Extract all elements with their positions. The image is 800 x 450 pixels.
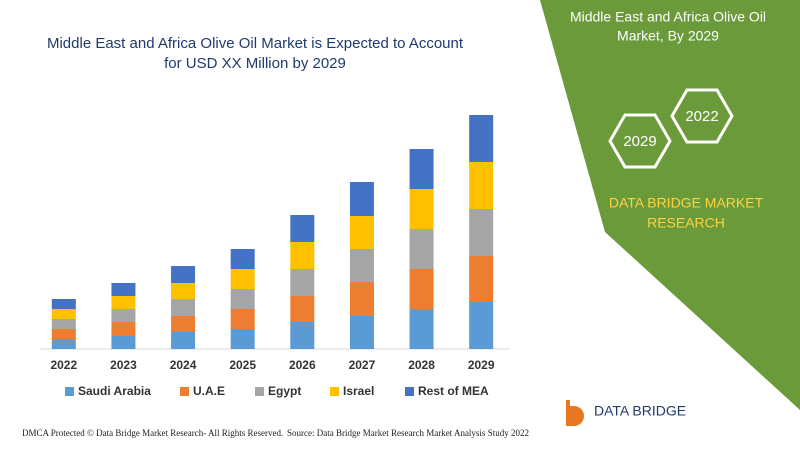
footer: DMCA Protected © Data Bridge Market Rese… xyxy=(22,428,283,438)
bar-segment xyxy=(409,189,434,229)
bar-segment xyxy=(51,299,76,309)
bar-segment xyxy=(349,282,374,316)
bar-segment xyxy=(51,309,76,319)
legend-label: U.A.E xyxy=(193,384,225,398)
bar-segment xyxy=(111,336,136,349)
bar-segment xyxy=(230,289,255,309)
chart-title: for USD XX Million by 2029 xyxy=(164,55,346,72)
bar-segment xyxy=(51,339,76,349)
bar-segment xyxy=(230,249,255,269)
hex-label: 2022 xyxy=(685,108,718,125)
bar-segment xyxy=(349,316,374,349)
x-tick-label: 2027 xyxy=(349,358,376,372)
bar-segment xyxy=(51,319,76,329)
x-tick-label: 2028 xyxy=(408,358,435,372)
bar-segment xyxy=(469,302,494,349)
x-tick-label: 2026 xyxy=(289,358,316,372)
legend-swatch xyxy=(405,387,414,396)
bar-segment xyxy=(290,269,315,296)
legend-swatch xyxy=(255,387,264,396)
bar-segment xyxy=(230,269,255,289)
x-tick-label: 2025 xyxy=(229,358,256,372)
bar-segment xyxy=(230,309,255,329)
bar-segment xyxy=(409,269,434,309)
bar-segment xyxy=(469,115,494,162)
brand: RESEARCH xyxy=(647,215,725,231)
x-tick-label: 2024 xyxy=(170,358,197,372)
bar-segment xyxy=(469,256,494,302)
logo-icon xyxy=(566,400,584,426)
bar-segment xyxy=(111,283,136,296)
bar-segment xyxy=(290,242,315,269)
chart-title: Middle East and Africa Olive Oil Market … xyxy=(47,35,464,52)
bar-segment xyxy=(290,296,315,322)
legend-label: Egypt xyxy=(268,384,301,398)
logo-text: DATA BRIDGE xyxy=(594,403,686,419)
bar-segment xyxy=(349,249,374,282)
x-tick-label: 2023 xyxy=(110,358,137,372)
brand: DATA BRIDGE MARKET xyxy=(609,195,764,211)
bar-segment xyxy=(469,209,494,256)
hex-label: 2029 xyxy=(623,133,656,150)
x-tick-label: 2029 xyxy=(468,358,495,372)
hexagon xyxy=(670,88,734,144)
footer: Source: Data Bridge Market Research Mark… xyxy=(287,428,529,438)
bar-segment xyxy=(409,149,434,189)
hexagon xyxy=(608,113,672,169)
bar-segment xyxy=(171,266,196,283)
bar-segment xyxy=(349,182,374,216)
bar-segment xyxy=(171,332,196,349)
bar-segment xyxy=(230,329,255,349)
bar-segment xyxy=(171,299,196,316)
bar-segment xyxy=(469,162,494,209)
bar-segment xyxy=(290,322,315,349)
bar-segment xyxy=(409,229,434,269)
bar-segment xyxy=(290,215,315,242)
bar-segment xyxy=(111,309,136,322)
bar-segment xyxy=(409,309,434,349)
legend-label: Saudi Arabia xyxy=(78,384,151,398)
x-tick-label: 2022 xyxy=(50,358,77,372)
panel-title: Middle East and Africa Olive Oil xyxy=(570,9,766,25)
legend-label: Israel xyxy=(343,384,374,398)
bar-segment xyxy=(171,283,196,299)
green-panel xyxy=(540,0,800,410)
bar-segment xyxy=(111,296,136,309)
legend-swatch xyxy=(330,387,339,396)
panel-title: Market, By 2029 xyxy=(617,28,719,44)
bar-segment xyxy=(349,216,374,249)
bar-segment xyxy=(171,316,196,332)
bar-segment xyxy=(51,329,76,339)
legend-swatch xyxy=(180,387,189,396)
legend-swatch xyxy=(65,387,74,396)
legend-label: Rest of MEA xyxy=(418,384,489,398)
bar-segment xyxy=(111,322,136,336)
